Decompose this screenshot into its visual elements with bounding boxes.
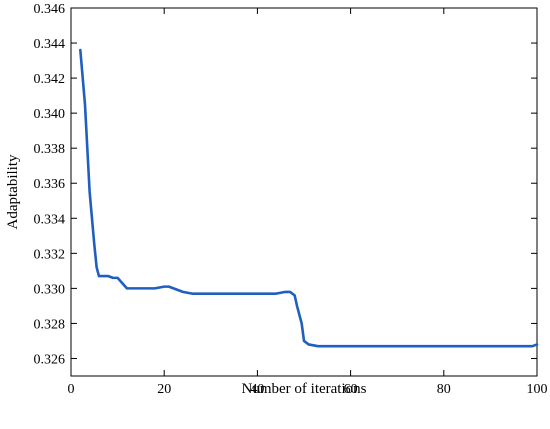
x-tick-label: 60	[344, 382, 358, 397]
y-tick-label: 0.334	[34, 212, 66, 227]
x-tick-label: 100	[527, 382, 548, 397]
y-tick-label: 0.326	[34, 352, 66, 367]
y-tick-label: 0.332	[34, 247, 66, 262]
x-axis-label: Number of iterations	[242, 381, 367, 397]
y-axis: 0.326 0.328 0.330 0.332 0.334 0.336 0.338 0.340…	[34, 2, 537, 367]
x-tick-label: 20	[157, 382, 171, 397]
x-axis: 0 20 40 60 80 100	[68, 8, 548, 397]
y-tick-label: 0.328	[34, 317, 66, 332]
y-tick-label: 0.344	[34, 37, 66, 52]
y-tick-label: 0.346	[34, 2, 66, 17]
y-tick-label: 0.340	[34, 107, 66, 122]
y-axis-label: Adaptability	[5, 154, 21, 229]
series-layer	[79, 48, 539, 348]
x-tick-label: 80	[437, 382, 451, 397]
y-tick-label: 0.338	[34, 142, 66, 157]
y-tick-label: 0.342	[34, 72, 66, 87]
plot-frame	[70, 7, 538, 377]
x-tick-label: 0	[68, 382, 75, 397]
series-line	[79, 48, 539, 348]
y-tick-label: 0.330	[34, 282, 66, 297]
y-tick-label: 0.336	[34, 177, 66, 192]
x-tick-label: 40	[250, 382, 264, 397]
